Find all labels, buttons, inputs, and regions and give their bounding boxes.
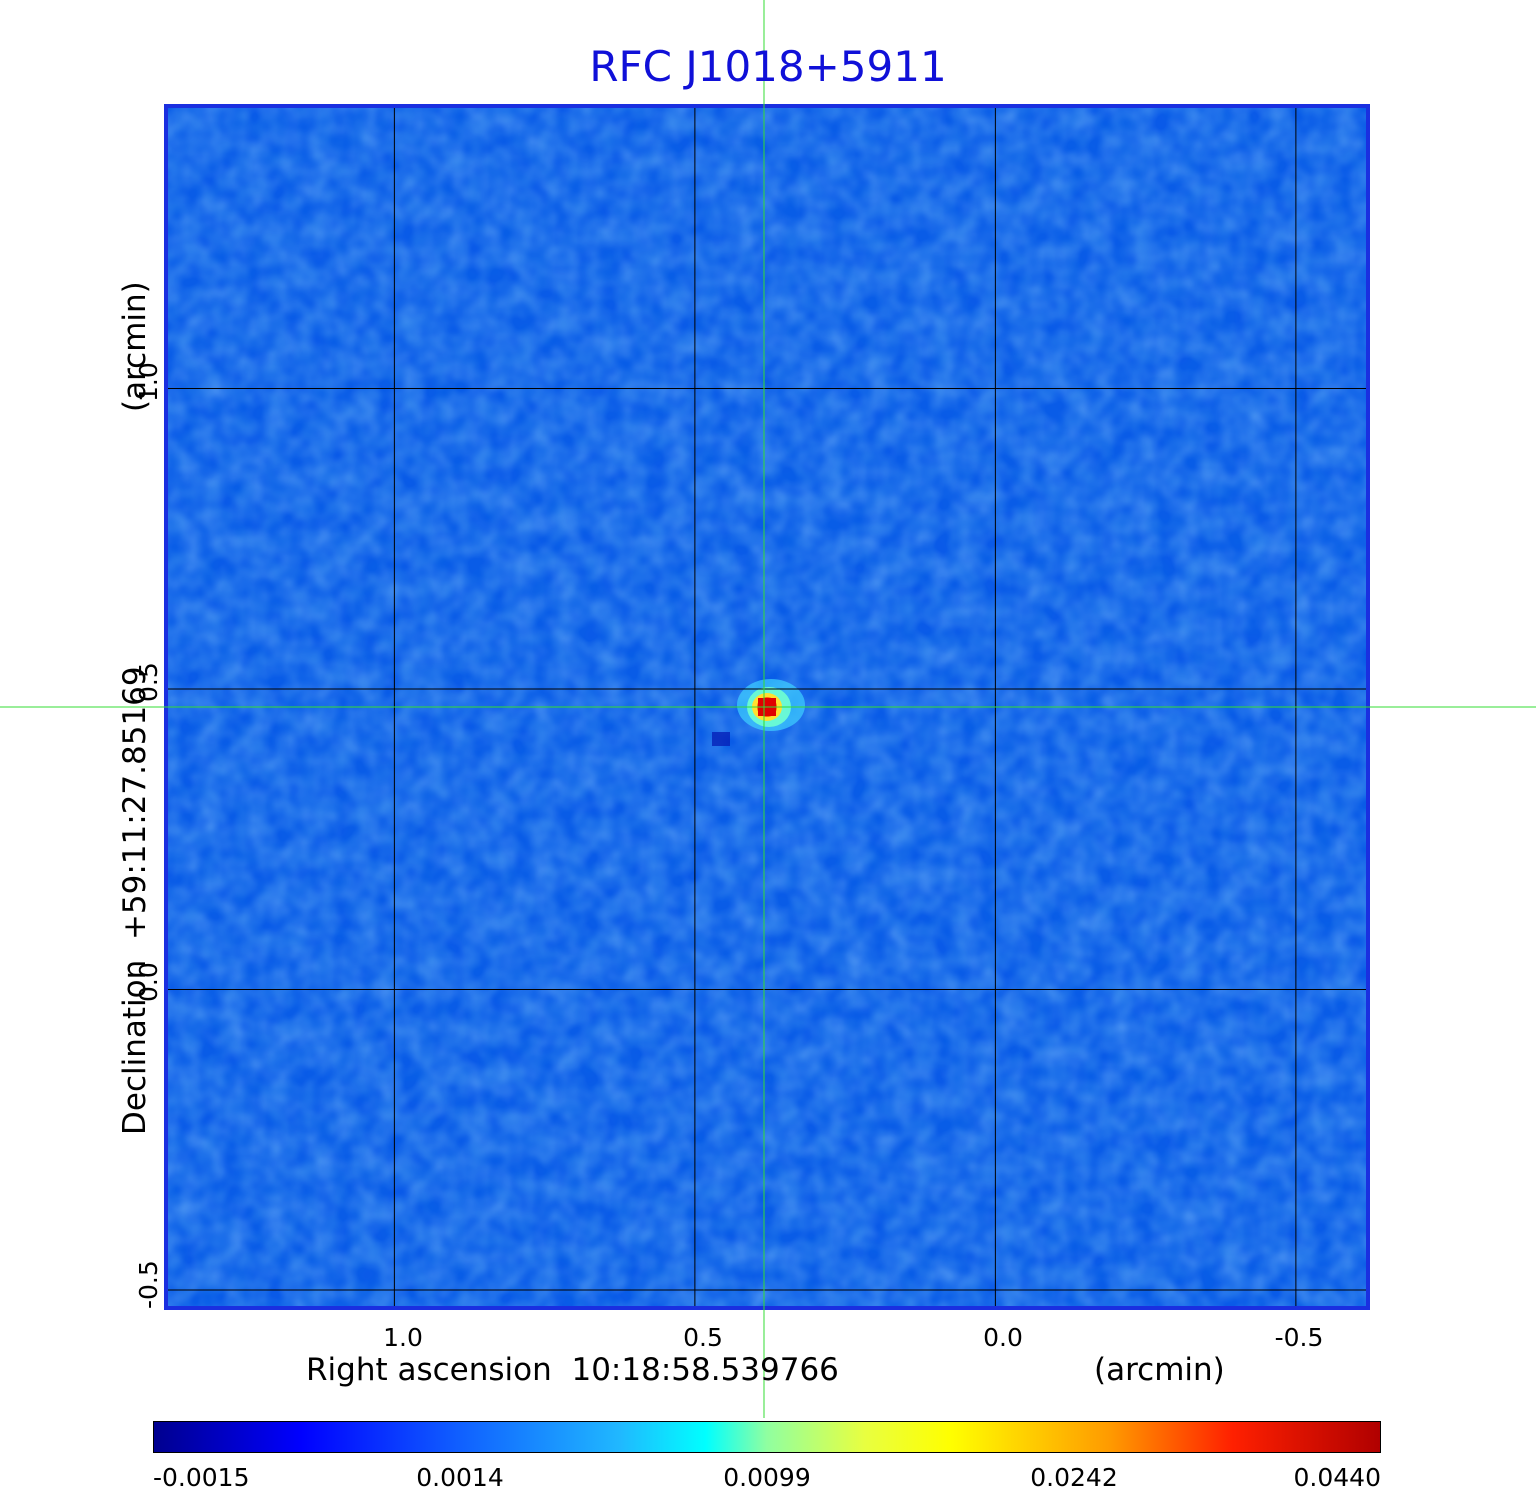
x-tick-label: 0.0 (983, 1323, 1023, 1352)
colorbar-tick-label: 0.0099 (723, 1463, 811, 1492)
x-tick-label: -0.5 (1274, 1323, 1324, 1352)
x-axis-label: Right ascension 10:18:58.539766 (306, 1352, 839, 1388)
y-axis-label: Declination +59:11:27.85169 (117, 666, 153, 1135)
colorbar-tick-label: -0.0015 (153, 1463, 250, 1492)
chart-title: RFC J1018+5911 (589, 42, 947, 91)
colorbar-tick-label: 0.0242 (1030, 1463, 1118, 1492)
colorbar-tick-label: 0.0440 (1293, 1463, 1381, 1492)
colorbar (153, 1421, 1381, 1453)
colorbar-tick-label: 0.0014 (416, 1463, 504, 1492)
y-tick-label: -0.5 (134, 1260, 163, 1309)
y-axis-unit: (arcmin) (117, 281, 153, 412)
crosshair (0, 0, 1536, 1418)
x-axis-unit: (arcmin) (1094, 1352, 1225, 1388)
x-tick-label: 0.5 (683, 1323, 723, 1352)
x-tick-label: 1.0 (383, 1323, 423, 1352)
negative-sidelobe (712, 732, 730, 746)
